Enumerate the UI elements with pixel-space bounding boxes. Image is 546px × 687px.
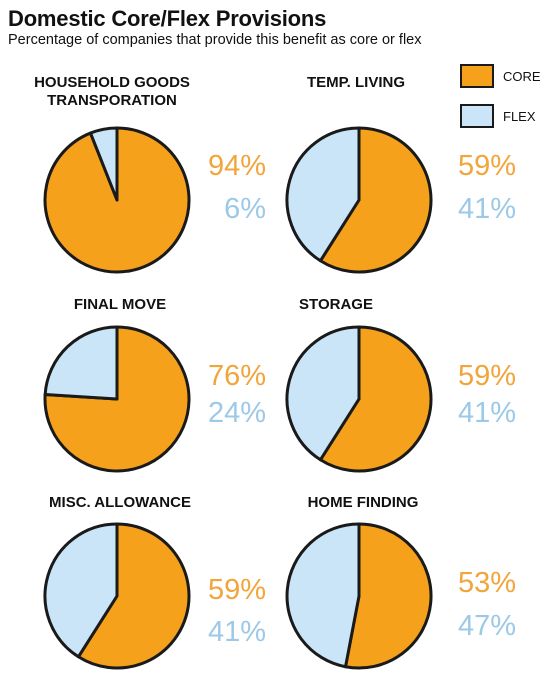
core-percent-storage: 59%: [457, 360, 516, 392]
pie-title-home-finding: HOME FINDING: [307, 494, 419, 511]
pie-slice-flex-storage: [285, 325, 361, 462]
flex-percent-household-goods: 6%: [224, 193, 266, 225]
legend-core-swatch: [460, 64, 494, 88]
core-percent-misc-allowance: 59%: [207, 574, 266, 606]
pie-chart-misc-allowance: [43, 522, 191, 670]
pie-chart-household-goods: [43, 126, 191, 274]
pie-title-misc-allowance: MISC. ALLOWANCE: [49, 494, 191, 511]
legend-flex-label: FLEX: [503, 109, 536, 124]
pie-chart-temp-living: [285, 126, 433, 274]
pie-slice-flex-household-goods: [89, 126, 119, 202]
pie-title-household-goods: HOUSEHOLD GOODS TRANSPORATION: [34, 74, 190, 109]
pie-chart-home-finding: [285, 522, 433, 670]
pie-slice-flex-home-finding: [285, 522, 361, 669]
flex-percent-temp-living: 41%: [457, 193, 516, 225]
pie-slice-core-storage: [318, 325, 433, 473]
core-percent-temp-living: 59%: [457, 150, 516, 182]
pie-chart-storage: [285, 325, 433, 473]
flex-percent-final-move: 24%: [207, 397, 266, 429]
pie-title-storage: STORAGE: [299, 296, 373, 313]
core-percent-final-move: 76%: [207, 360, 266, 392]
pie-chart-final-move: [43, 325, 191, 473]
pie-slice-core-home-finding: [344, 522, 433, 670]
chart-subtitle: Percentage of companies that provide thi…: [8, 32, 422, 48]
legend-flex-swatch: [460, 104, 494, 128]
core-percent-home-finding: 53%: [457, 567, 516, 599]
flex-percent-misc-allowance: 41%: [207, 616, 266, 648]
pie-title-temp-living: TEMP. LIVING: [306, 74, 406, 91]
flex-percent-storage: 41%: [457, 397, 516, 429]
pie-slice-flex-final-move: [43, 325, 119, 401]
pie-slice-flex-misc-allowance: [43, 522, 119, 659]
core-percent-household-goods: 94%: [207, 150, 266, 182]
pie-title-final-move: FINAL MOVE: [73, 296, 167, 313]
chart-title: Domestic Core/Flex Provisions: [8, 6, 327, 31]
legend-core-label: CORE: [503, 69, 541, 84]
pie-slice-flex-temp-living: [285, 126, 361, 263]
pie-slice-core-misc-allowance: [76, 522, 191, 670]
pie-slice-core-temp-living: [318, 126, 433, 274]
flex-percent-home-finding: 47%: [457, 610, 516, 642]
